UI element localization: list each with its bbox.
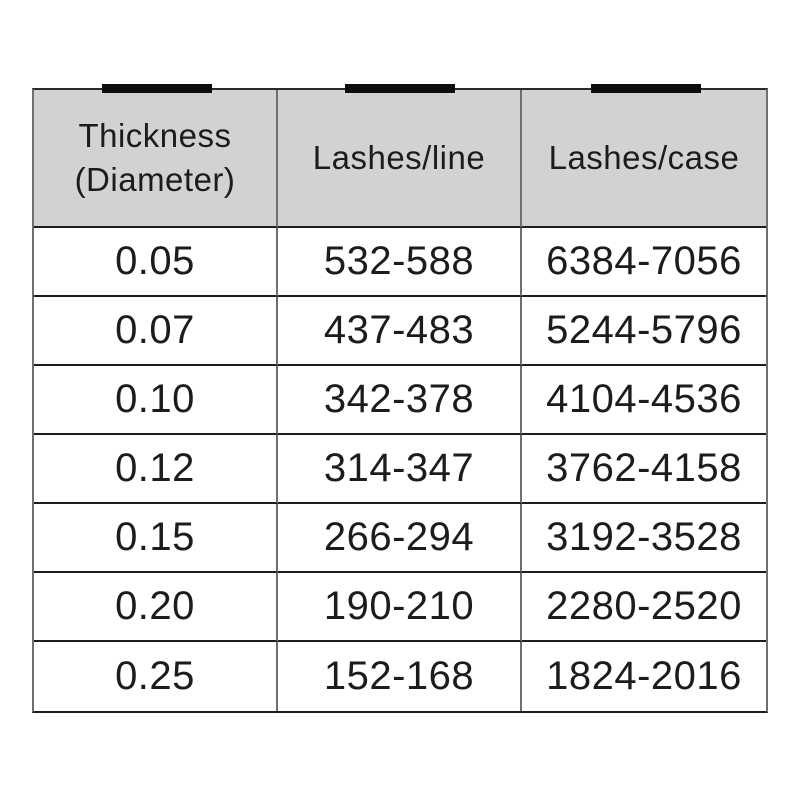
cell-lashes-line: 266-294 [278, 504, 522, 573]
column-header-lashes-case: Lashes/case [522, 90, 766, 228]
cell-lashes-line: 437-483 [278, 297, 522, 366]
column-marker-bar-lashes-case [591, 84, 701, 93]
cell-lashes-case: 3192-3528 [522, 504, 766, 573]
lash-spec-table: Thickness (Diameter) Lashes/line Lashes/… [32, 88, 768, 713]
cell-thickness: 0.05 [34, 228, 278, 297]
cell-lashes-line: 532-588 [278, 228, 522, 297]
cell-lashes-case: 2280-2520 [522, 573, 766, 642]
cell-lashes-line: 314-347 [278, 435, 522, 504]
cell-lashes-case: 4104-4536 [522, 366, 766, 435]
cell-lashes-case: 6384-7056 [522, 228, 766, 297]
cell-lashes-line: 152-168 [278, 642, 522, 711]
cell-thickness: 0.07 [34, 297, 278, 366]
column-header-lashes-line: Lashes/line [278, 90, 522, 228]
cell-thickness: 0.10 [34, 366, 278, 435]
cell-thickness: 0.12 [34, 435, 278, 504]
column-marker-bar-lashes-line [345, 84, 455, 93]
cell-lashes-case: 3762-4158 [522, 435, 766, 504]
column-marker-bar-thickness [102, 84, 212, 93]
cell-lashes-line: 190-210 [278, 573, 522, 642]
cell-lashes-case: 1824-2016 [522, 642, 766, 711]
cell-lashes-line: 342-378 [278, 366, 522, 435]
column-header-thickness: Thickness (Diameter) [34, 90, 278, 228]
cell-thickness: 0.15 [34, 504, 278, 573]
cell-thickness: 0.20 [34, 573, 278, 642]
cell-thickness: 0.25 [34, 642, 278, 711]
cell-lashes-case: 5244-5796 [522, 297, 766, 366]
